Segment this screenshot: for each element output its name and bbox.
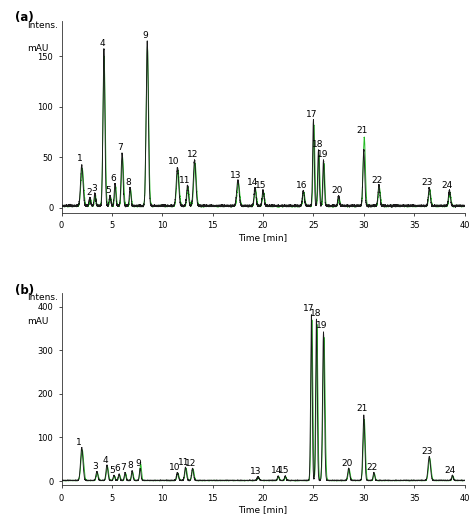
Text: 3: 3	[91, 184, 97, 193]
Text: 24: 24	[445, 466, 456, 474]
Text: 1: 1	[76, 437, 82, 447]
Text: 19: 19	[316, 321, 328, 330]
X-axis label: Time [min]: Time [min]	[238, 233, 288, 242]
Text: 8: 8	[126, 177, 131, 186]
Text: 9: 9	[142, 31, 148, 40]
Text: 6: 6	[115, 464, 120, 473]
Text: 7: 7	[121, 463, 127, 472]
Text: 14: 14	[247, 177, 259, 186]
Text: 17: 17	[306, 110, 318, 119]
Text: 11: 11	[178, 458, 189, 467]
Text: 20: 20	[331, 186, 342, 195]
Text: 5: 5	[109, 466, 115, 474]
X-axis label: Time [min]: Time [min]	[238, 506, 288, 515]
Text: 24: 24	[442, 181, 453, 189]
Text: 22: 22	[367, 463, 378, 472]
Text: 10: 10	[169, 463, 180, 472]
Text: 18: 18	[312, 140, 323, 149]
Text: 16: 16	[296, 181, 307, 189]
Text: 1: 1	[77, 155, 82, 163]
Text: 5: 5	[106, 186, 111, 195]
Text: 14: 14	[271, 467, 282, 476]
Text: 8: 8	[128, 461, 134, 470]
Text: 4: 4	[102, 456, 108, 465]
Text: 12: 12	[185, 458, 197, 468]
Text: 19: 19	[317, 150, 328, 159]
Text: 22: 22	[371, 175, 383, 185]
Text: mAU: mAU	[27, 44, 49, 53]
Text: 17: 17	[303, 304, 315, 313]
Text: 21: 21	[356, 405, 367, 413]
Text: Intens.: Intens.	[27, 293, 58, 302]
Text: 6: 6	[110, 173, 117, 183]
Text: 4: 4	[99, 39, 105, 48]
Text: 7: 7	[118, 143, 123, 152]
Text: 9: 9	[136, 458, 142, 468]
Text: mAU: mAU	[27, 316, 49, 326]
Text: (b): (b)	[15, 284, 35, 297]
Text: 20: 20	[341, 458, 352, 468]
Text: 13: 13	[250, 467, 262, 476]
Text: 18: 18	[310, 310, 321, 318]
Text: 13: 13	[230, 171, 242, 180]
Text: 15: 15	[278, 467, 290, 476]
Text: (a): (a)	[15, 11, 34, 25]
Text: 23: 23	[421, 447, 433, 456]
Text: 11: 11	[179, 175, 190, 185]
Text: 3: 3	[92, 462, 98, 471]
Text: 21: 21	[356, 126, 368, 135]
Text: Intens.: Intens.	[27, 21, 58, 30]
Text: 12: 12	[187, 150, 198, 159]
Text: 15: 15	[255, 181, 267, 189]
Text: 10: 10	[168, 157, 179, 167]
Text: 2: 2	[86, 188, 91, 197]
Text: 23: 23	[421, 177, 433, 186]
